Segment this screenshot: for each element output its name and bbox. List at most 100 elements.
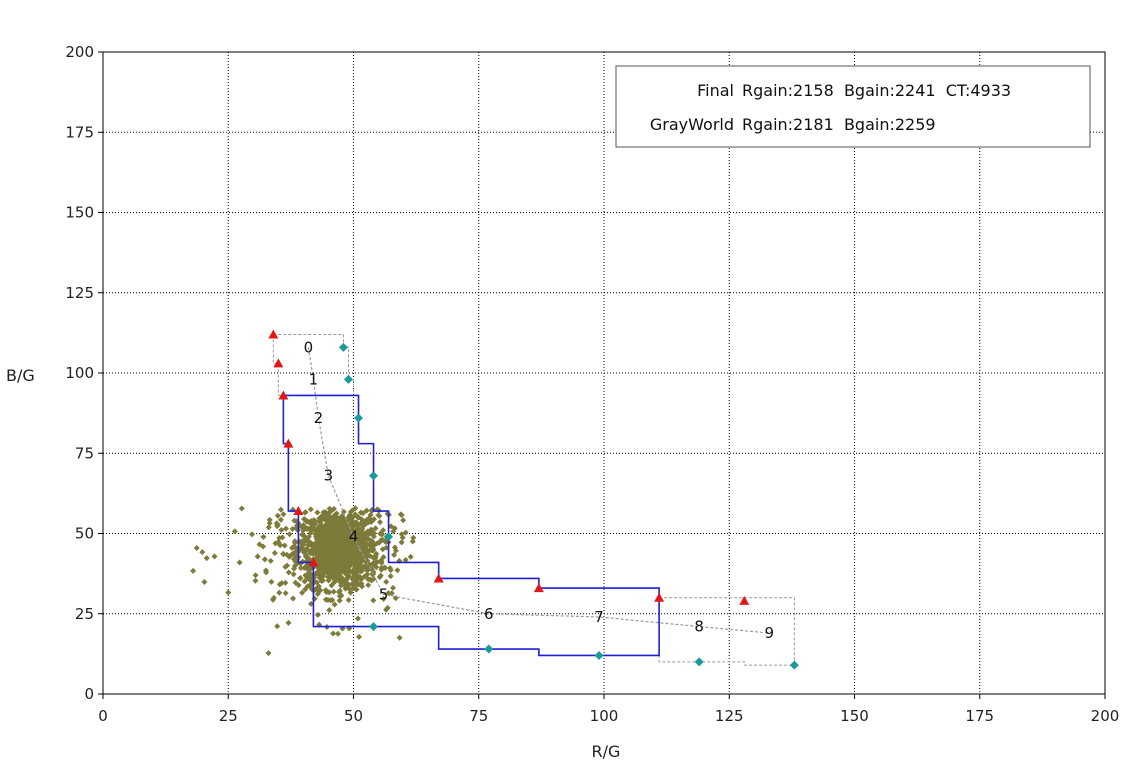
zone-label: 2 <box>314 409 324 427</box>
scatter-point <box>351 565 358 572</box>
y-tick-label: 0 <box>84 685 94 703</box>
scatter-point <box>260 533 267 540</box>
scatter-point <box>291 565 298 572</box>
legend-grayworld-values: Rgain:2181 Bgain:2259 <box>742 115 936 134</box>
zone-label: 9 <box>765 624 775 642</box>
scatter-point <box>329 520 336 527</box>
scatter-point <box>357 581 364 588</box>
scatter-point <box>367 526 374 533</box>
scatter-point <box>334 630 341 637</box>
scatter-point <box>341 568 348 575</box>
scatter-point <box>387 565 394 572</box>
scatter-point <box>277 506 284 513</box>
scatter-point <box>238 505 245 512</box>
scatter-point <box>299 538 306 545</box>
scatter-point <box>345 596 352 603</box>
scatter-point <box>323 515 330 522</box>
scatter-point <box>254 553 261 560</box>
x-tick-label: 50 <box>344 707 363 725</box>
scatter-point <box>225 589 232 596</box>
scatter-point <box>340 531 347 538</box>
x-tick-label: 150 <box>840 707 869 725</box>
scatter-point <box>372 554 379 561</box>
scatter-point <box>342 556 349 563</box>
scatter-point <box>392 547 399 554</box>
scatter-point <box>274 512 281 519</box>
x-tick-label: 175 <box>965 707 994 725</box>
scatter-point <box>399 534 406 541</box>
scatter-point <box>305 533 312 540</box>
scatter-point <box>268 578 275 585</box>
scatter-point <box>318 527 325 534</box>
scatter-point <box>283 525 290 532</box>
scatter-point <box>279 534 286 541</box>
scatter-point <box>328 568 335 575</box>
scatter-point <box>366 515 373 522</box>
scatter-point <box>318 522 325 529</box>
scatter-point <box>265 524 272 531</box>
scatter-point <box>351 556 358 563</box>
scatter-point <box>231 528 238 535</box>
scatter-point <box>334 569 341 576</box>
scatter-point <box>336 597 343 604</box>
y-tick-label: 25 <box>75 605 94 623</box>
teal-diamond-marker <box>338 342 348 352</box>
scatter-point <box>277 516 284 523</box>
scatter-point <box>274 623 281 630</box>
scatter-point <box>369 562 376 569</box>
plot-frame <box>102 51 1106 695</box>
teal-diamond-marker <box>594 650 604 660</box>
gray-boundary-lines <box>272 333 795 666</box>
scatter-point <box>367 576 374 583</box>
scatter-point <box>193 545 200 552</box>
scatter-point <box>274 521 281 528</box>
scatter-point <box>282 590 289 597</box>
y-tick-label: 100 <box>65 364 94 382</box>
scatter-point <box>292 579 299 586</box>
scatter-point <box>270 594 277 601</box>
scatter-point <box>314 611 321 618</box>
scatter-point <box>368 547 375 554</box>
scatter-point <box>379 546 386 553</box>
scatter-point <box>369 531 376 538</box>
scatter-point <box>359 533 366 540</box>
scatter-point <box>334 549 341 556</box>
scatter-point <box>377 519 384 526</box>
gray-center-curve <box>307 347 770 634</box>
scatter-point <box>248 531 255 538</box>
scatter-point <box>356 567 363 574</box>
scatter-point <box>355 528 362 535</box>
scatter-point <box>326 558 333 565</box>
scatter-point <box>310 519 317 526</box>
scatter-point <box>308 600 315 607</box>
teal-diamond-marker <box>484 644 494 654</box>
scatter-point <box>267 557 274 564</box>
scatter-point <box>236 559 243 566</box>
x-tick-label: 75 <box>469 707 488 725</box>
scatter-point <box>297 574 304 581</box>
scatter-point <box>385 590 392 597</box>
scatter-point <box>349 549 356 556</box>
teal-diamond-marker <box>369 471 379 481</box>
scatter-point <box>312 533 319 540</box>
scatter-point <box>302 509 309 516</box>
scatter-point <box>301 578 308 585</box>
scatter-point <box>320 577 327 584</box>
scatter-point <box>292 539 299 546</box>
scatter-point <box>375 512 382 519</box>
red-triangle-marker <box>293 506 304 516</box>
scatter-point <box>330 630 337 637</box>
scatter-point <box>410 534 417 541</box>
scatter-point <box>407 553 414 560</box>
x-tick-label: 125 <box>715 707 744 725</box>
scatter-point <box>325 539 332 546</box>
scatter-point <box>330 588 337 595</box>
zone-label: 6 <box>484 605 494 623</box>
scatter-point <box>304 583 311 590</box>
red-triangle-marker <box>278 390 289 400</box>
scatter-point <box>337 565 344 572</box>
y-tick-label: 150 <box>65 204 94 222</box>
teal-diamond-marker <box>384 532 394 542</box>
scatter-point <box>371 516 378 523</box>
